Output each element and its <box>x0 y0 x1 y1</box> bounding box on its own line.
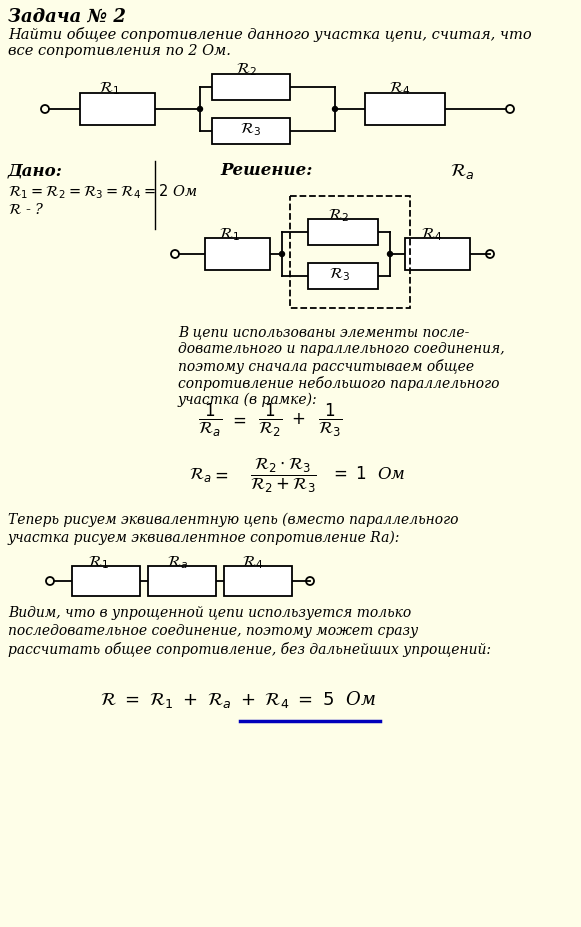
Text: $\dfrac{1}{\mathcal{R}_2}$: $\dfrac{1}{\mathcal{R}_2}$ <box>258 401 282 438</box>
Circle shape <box>388 252 393 257</box>
Text: $\mathcal{R}_4$: $\mathcal{R}_4$ <box>389 80 411 96</box>
Bar <box>148 566 216 596</box>
Text: $\mathcal{R}_3$: $\mathcal{R}_3$ <box>329 266 350 283</box>
Bar <box>224 566 292 596</box>
Text: $=$: $=$ <box>229 411 247 428</box>
Bar <box>80 94 155 126</box>
Text: Задача № 2: Задача № 2 <box>8 8 126 26</box>
Text: все сопротивления по 2 Ом.: все сопротивления по 2 Ом. <box>8 44 231 57</box>
Text: участка рисуем эквивалентное сопротивление Ra):: участка рисуем эквивалентное сопротивлен… <box>8 530 400 545</box>
Text: $\mathcal{R}_a$: $\mathcal{R}_a$ <box>167 553 188 570</box>
Circle shape <box>332 108 338 112</box>
Text: участка (в рамке):: участка (в рамке): <box>178 392 318 407</box>
Bar <box>308 220 378 246</box>
Text: Найти общее сопротивление данного участка цепи, считая, что: Найти общее сопротивление данного участк… <box>8 27 532 42</box>
Text: поэтому сначала рассчитываем общее: поэтому сначала рассчитываем общее <box>178 359 474 374</box>
Text: $\dfrac{\mathcal{R}_2 \cdot \mathcal{R}_3}{\mathcal{R}_2 + \mathcal{R}_3}$: $\dfrac{\mathcal{R}_2 \cdot \mathcal{R}_… <box>249 455 317 494</box>
Text: $\mathcal{R} \ = \ \mathcal{R}_1 \ + \ \mathcal{R}_a \ + \ \mathcal{R}_4 \ = \ 5: $\mathcal{R} \ = \ \mathcal{R}_1 \ + \ \… <box>100 689 376 710</box>
Bar <box>205 239 270 271</box>
Bar <box>212 119 290 145</box>
Bar <box>308 263 378 289</box>
Text: Видим, что в упрощенной цепи используется только: Видим, что в упрощенной цепи используетс… <box>8 605 411 619</box>
Text: $\mathcal{R}_2$: $\mathcal{R}_2$ <box>328 207 349 223</box>
Bar <box>212 75 290 101</box>
Text: $\mathcal{R}_4$: $\mathcal{R}_4$ <box>242 553 264 570</box>
Text: $\mathcal{R}_1$: $\mathcal{R}_1$ <box>218 226 239 243</box>
Circle shape <box>279 252 285 257</box>
Bar <box>365 94 445 126</box>
Text: Решение:: Решение: <box>220 162 313 179</box>
Circle shape <box>198 108 203 112</box>
Text: $\mathcal{R}_1 = \mathcal{R}_2 = \mathcal{R}_3 = \mathcal{R}_4 = 2$ Ом: $\mathcal{R}_1 = \mathcal{R}_2 = \mathca… <box>8 182 198 200</box>
Text: В цепи использованы элементы после-: В цепи использованы элементы после- <box>178 324 469 338</box>
Bar <box>290 197 410 309</box>
Bar <box>72 566 140 596</box>
Text: $= \ 1 \ $ Ом: $= \ 1 \ $ Ом <box>330 466 406 483</box>
Text: $\dfrac{1}{\mathcal{R}_a}$: $\dfrac{1}{\mathcal{R}_a}$ <box>198 401 222 438</box>
Text: $\mathcal{R}_3$: $\mathcal{R}_3$ <box>241 121 261 137</box>
Text: $\mathcal{R}_1$: $\mathcal{R}_1$ <box>88 553 109 570</box>
Text: $\mathcal{R}$ - ?: $\mathcal{R}$ - ? <box>8 202 45 217</box>
Text: $\mathcal{R}_1$: $\mathcal{R}_1$ <box>99 80 120 96</box>
Text: последовательное соединение, поэтому может сразу: последовательное соединение, поэтому мож… <box>8 623 418 638</box>
Text: $\dfrac{1}{\mathcal{R}_3}$: $\dfrac{1}{\mathcal{R}_3}$ <box>318 401 342 438</box>
Text: рассчитать общее сопротивление, без дальнейших упрощений:: рассчитать общее сопротивление, без даль… <box>8 641 491 656</box>
Text: $=$: $=$ <box>211 466 229 483</box>
Text: $\mathcal{R}_2$: $\mathcal{R}_2$ <box>235 61 256 78</box>
Text: Дано:: Дано: <box>8 162 63 179</box>
Text: Теперь рисуем эквивалентную цепь (вместо параллельного: Теперь рисуем эквивалентную цепь (вместо… <box>8 513 458 527</box>
Text: сопротивление небольшого параллельного: сопротивление небольшого параллельного <box>178 375 500 390</box>
Text: $\mathcal{R}_a$: $\mathcal{R}_a$ <box>189 465 211 484</box>
Text: $\mathcal{R}_a$: $\mathcal{R}_a$ <box>450 162 475 181</box>
Text: $\mathcal{R}_4$: $\mathcal{R}_4$ <box>421 226 443 243</box>
Text: $+$: $+$ <box>291 411 305 428</box>
Text: довательного и параллельного соединения,: довательного и параллельного соединения, <box>178 342 505 356</box>
Bar <box>405 239 470 271</box>
